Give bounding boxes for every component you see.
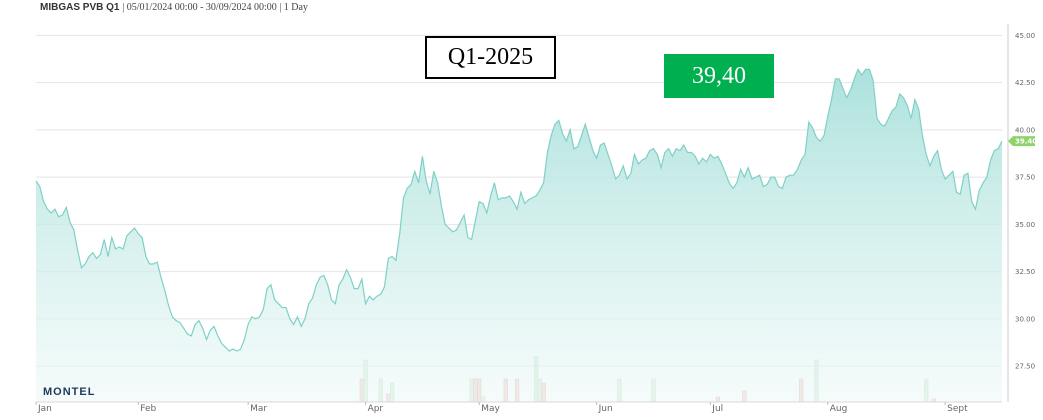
x-tick-label: Jan <box>37 404 52 414</box>
price-label: 39,40 <box>664 54 774 98</box>
x-tick-label: Aug <box>830 404 848 414</box>
price-line <box>35 68 1003 352</box>
y-axis: 45.00 42.50 40.00 37.50 35.00 32.50 30.00 27.50 <box>1007 24 1035 402</box>
y-tick-label: 45.00 <box>1015 32 1035 40</box>
chart-header: MIBGAS PVB Q1 | 05/01/2024 00:00 - 30/09… <box>40 2 308 13</box>
x-tick-label: Feb <box>140 404 156 414</box>
x-tick-label: Jul <box>711 404 723 414</box>
contract-label: Q1-2025 <box>425 36 556 79</box>
y-tick-label: 27.50 <box>1015 363 1035 371</box>
x-tick-label: Apr <box>368 404 384 414</box>
x-axis: Jan Feb Mar Apr May Jun Jul Aug Sept <box>35 401 1002 414</box>
x-tick-label: May <box>481 404 500 414</box>
montel-logo: MONTEL <box>43 386 96 398</box>
y-tick-label: 35.00 <box>1015 221 1035 229</box>
instrument-name: MIBGAS PVB Q1 <box>40 2 120 13</box>
last-value-text: 39.40 <box>1015 138 1037 146</box>
y-tick-label: 32.50 <box>1015 268 1035 276</box>
x-tick-label: Sept <box>947 404 968 414</box>
y-tick-label: 30.00 <box>1015 315 1035 323</box>
y-tick-label: 40.00 <box>1015 126 1035 134</box>
x-tick-label: Mar <box>250 404 267 414</box>
date-range: | 05/01/2024 00:00 - 30/09/2024 00:00 | … <box>122 2 308 13</box>
x-tick-label: Jun <box>598 404 613 414</box>
y-tick-label: 37.50 <box>1015 174 1035 182</box>
price-area <box>36 69 1002 403</box>
y-tick-label: 42.50 <box>1015 79 1035 87</box>
last-value-badge: 39.40 <box>1008 136 1037 147</box>
last-value-marker <box>1008 136 1035 147</box>
